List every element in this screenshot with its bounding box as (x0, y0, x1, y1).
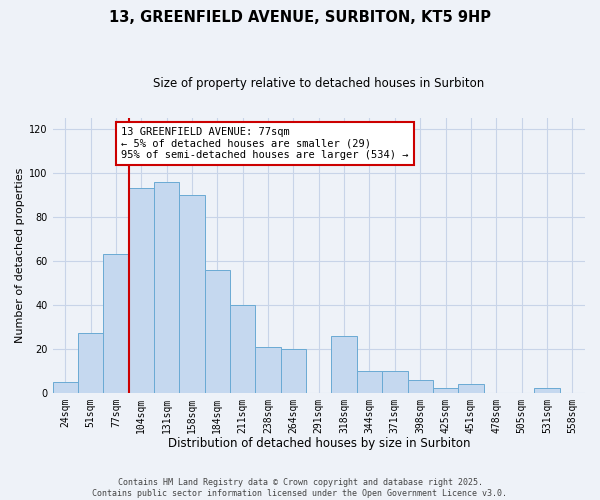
Bar (78, 334, 103, 392)
Bar (458, 384, 484, 392)
Bar (53, 382, 78, 392)
Text: Contains HM Land Registry data © Crown copyright and database right 2025.
Contai: Contains HM Land Registry data © Crown c… (92, 478, 508, 498)
Bar (382, 370, 407, 392)
Bar (407, 380, 433, 392)
Y-axis label: Number of detached properties: Number of detached properties (15, 168, 25, 343)
Bar (331, 336, 357, 392)
Bar (230, 305, 256, 392)
Bar (433, 388, 458, 392)
Bar (534, 388, 560, 392)
Bar (103, 254, 128, 392)
Bar (205, 270, 230, 392)
Bar (256, 346, 281, 393)
Bar (154, 182, 179, 392)
Bar (128, 188, 154, 392)
Text: 13, GREENFIELD AVENUE, SURBITON, KT5 9HP: 13, GREENFIELD AVENUE, SURBITON, KT5 9HP (109, 10, 491, 25)
Text: 13 GREENFIELD AVENUE: 77sqm
← 5% of detached houses are smaller (29)
95% of semi: 13 GREENFIELD AVENUE: 77sqm ← 5% of deta… (121, 127, 409, 160)
Bar (281, 349, 306, 393)
Bar (179, 195, 205, 392)
Bar (357, 370, 382, 392)
X-axis label: Distribution of detached houses by size in Surbiton: Distribution of detached houses by size … (167, 437, 470, 450)
Title: Size of property relative to detached houses in Surbiton: Size of property relative to detached ho… (153, 78, 484, 90)
